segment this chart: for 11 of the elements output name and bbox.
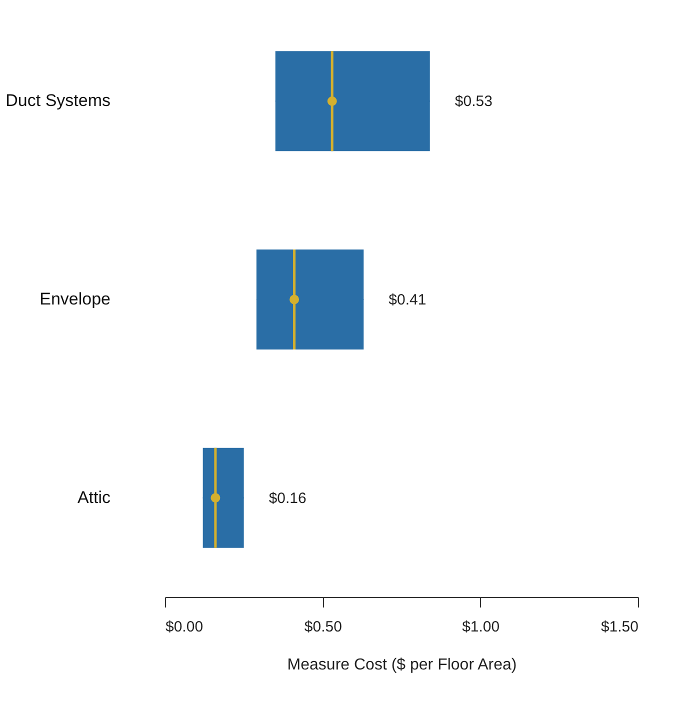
- text: $0.53: [454, 93, 492, 110]
- x-tick-label: $0.00: [166, 618, 204, 636]
- x-axis-title: Measure Cost ($ per Floor Area): [287, 656, 517, 674]
- text: $0.41: [388, 292, 426, 308]
- y-tick-label: Envelope: [40, 290, 110, 308]
- x-tick-label: $1.00: [462, 618, 500, 636]
- x-tick-label: $0.50: [304, 618, 342, 636]
- y-tick-label: Duct Systems: [6, 91, 110, 110]
- text: $0.16: [268, 490, 306, 507]
- x-tick-label: $1.50: [600, 618, 638, 636]
- y-tick-label: Attic: [77, 488, 111, 507]
